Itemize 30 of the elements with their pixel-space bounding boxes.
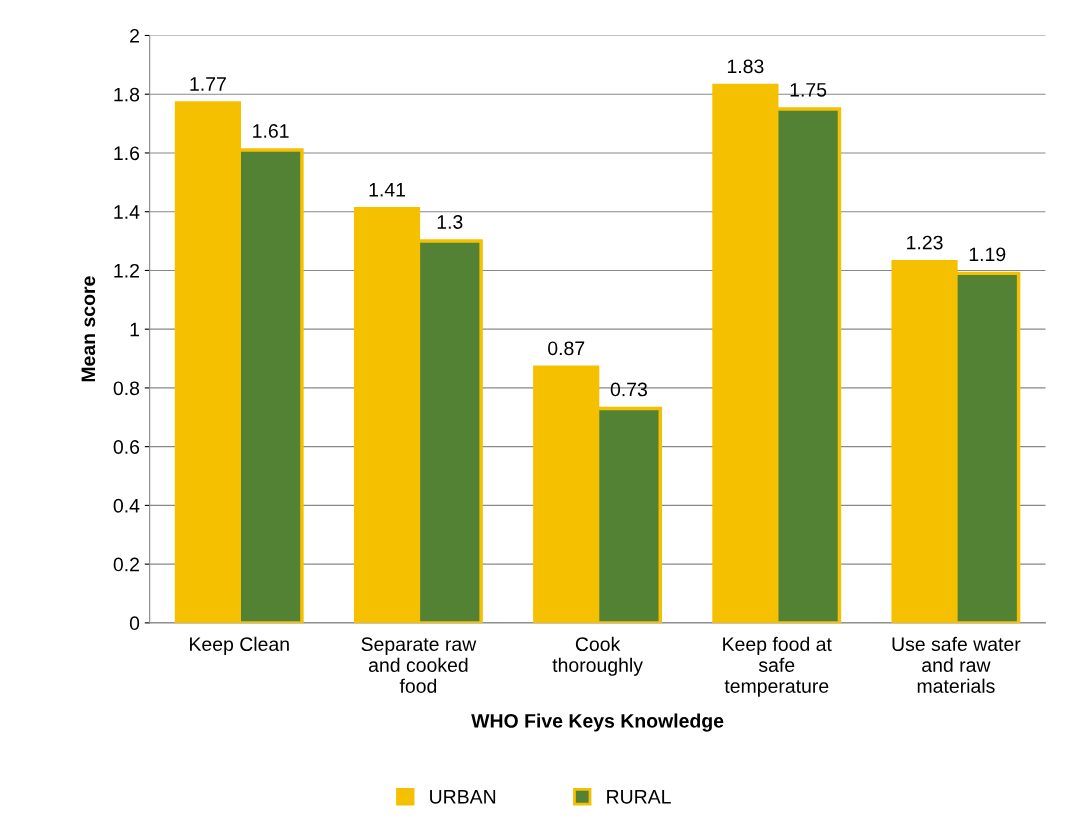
data-label: 1.61 (253, 124, 289, 138)
x-tick-label: Keep Clean (190, 636, 289, 655)
y-tick-label: 1 (130, 322, 139, 337)
y-tick-label: 1.6 (114, 146, 140, 161)
y-tick-label: 0 (129, 616, 140, 631)
x-tick-label: Cook thoroughly (552, 636, 643, 676)
data-label: 1.23 (907, 235, 943, 250)
y-tick-label: 0.6 (113, 440, 140, 454)
x-axis-title: WHO Five Keys Knowledge (471, 713, 724, 732)
y-tick-label: 0.8 (113, 381, 140, 396)
y-tick-label: 0.2 (113, 557, 139, 572)
data-label: 0.73 (610, 382, 647, 397)
x-tick-label: Use safe water and raw materials (892, 636, 1021, 693)
x-tick-label: Separate raw and cooked food (361, 637, 477, 693)
data-label: 1.83 (727, 59, 764, 74)
y-axis-title: Mean score (81, 276, 96, 382)
data-label: 1.3 (437, 215, 463, 229)
legend-label: URBAN (430, 790, 496, 804)
data-label: 1.75 (790, 83, 827, 97)
x-tick-label: Keep food at safe temperature (723, 636, 832, 697)
y-tick-label: 1.4 (114, 205, 140, 219)
y-tick-label: 1.2 (114, 263, 139, 278)
legend-label: RURAL (607, 790, 671, 804)
y-tick-label: 1.8 (114, 87, 140, 102)
y-tick-label: 0.4 (113, 498, 140, 513)
data-label: 1.41 (369, 183, 406, 197)
data-label: 0.87 (548, 341, 585, 356)
data-label: 1.77 (190, 77, 226, 91)
data-label: 1.19 (969, 247, 1006, 262)
y-tick-label: 2 (130, 28, 139, 43)
